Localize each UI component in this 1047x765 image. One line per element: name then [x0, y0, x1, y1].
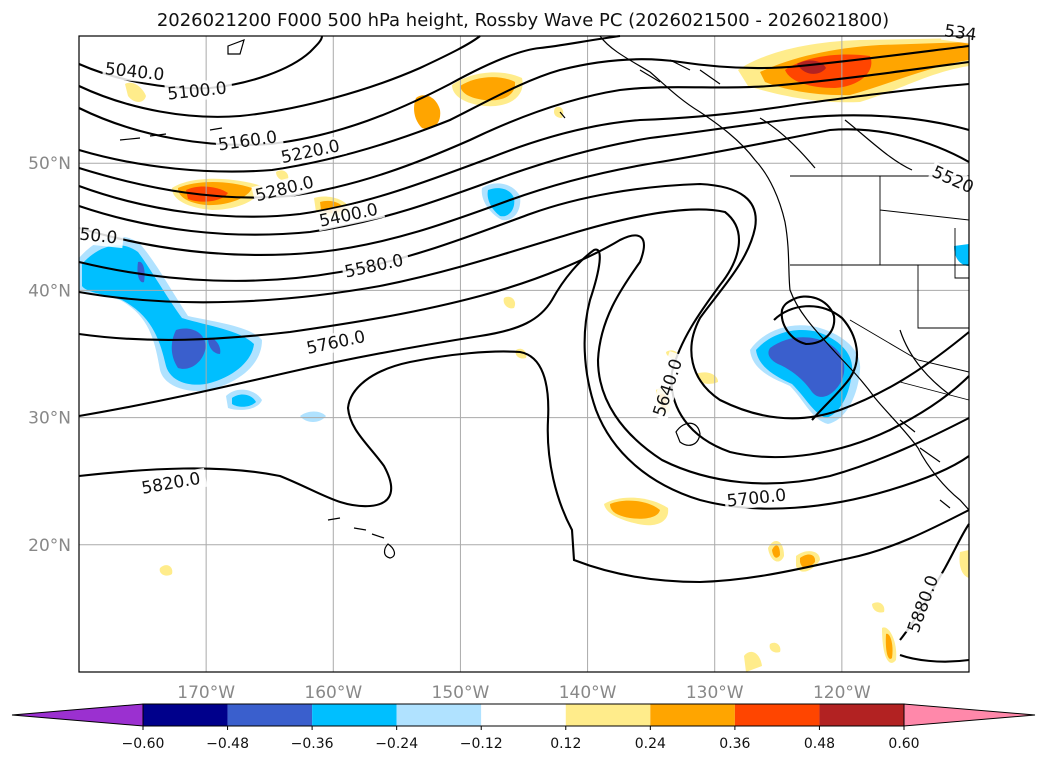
map-frame — [78, 35, 970, 673]
latitude-axis: 20°N 30°N 40°N 50°N — [28, 154, 71, 556]
contour-label-background — [723, 484, 793, 511]
height-contour — [78, 114, 970, 236]
lon-tick-label: 130°W — [686, 683, 744, 703]
colorbar-tick-label: 0.12 — [550, 736, 581, 752]
contour-label-background — [76, 224, 125, 249]
contour-label-background — [302, 325, 373, 359]
height-contour — [78, 35, 324, 90]
lon-tick-label: 160°W — [304, 683, 362, 703]
anomaly-area — [768, 337, 845, 397]
height-contour — [780, 295, 836, 346]
colorbar-tick-label: −0.24 — [375, 736, 418, 752]
anomaly-area — [300, 411, 326, 422]
contour-label-background — [102, 59, 171, 85]
longitude-axis: 170°W 160°W 150°W 140°W 130°W 120°W — [177, 683, 871, 703]
colorbar-segment — [312, 704, 397, 726]
height-contour — [78, 82, 970, 218]
colorbar-segment — [227, 704, 313, 726]
colorbar-frame — [142, 703, 905, 727]
contour-label: 534 — [941, 20, 979, 45]
colorbar-tick-label: 0.60 — [888, 736, 919, 752]
height-contour — [78, 34, 621, 146]
colorbar: −0.60 −0.48 −0.36 −0.24 −0.12 0.12 0.24 0.36 0.4… — [11, 703, 1036, 752]
figure-title: 2026021200 F000 500 hPa height, Rossby W… — [157, 10, 889, 31]
contour-label-background — [251, 171, 322, 206]
colorbar-tick-label: 0.24 — [635, 736, 666, 752]
anomaly-area — [800, 554, 816, 568]
colorbar-segment — [819, 704, 904, 726]
hawaii-islands — [327, 517, 396, 559]
colorbar-tick-label: −0.60 — [122, 736, 165, 752]
anomaly-area — [954, 244, 969, 266]
colorbar-segment — [734, 704, 820, 726]
contour-label-background — [277, 135, 347, 168]
anomaly-area — [137, 261, 145, 283]
anomaly-area — [959, 550, 969, 578]
lon-tick-label: 170°W — [177, 683, 235, 703]
north-america-coastline — [599, 35, 970, 511]
height-contour — [78, 234, 970, 485]
colorbar-tick-label: −0.12 — [460, 736, 503, 752]
anomaly-area — [125, 82, 146, 102]
colorbar-segment — [143, 704, 228, 726]
contour-label-background — [903, 567, 945, 638]
lat-tick-label: 20°N — [28, 536, 71, 556]
island-outline — [675, 422, 701, 446]
colorbar-extension-high — [903, 703, 1036, 727]
height-contour — [899, 654, 970, 663]
anomaly-area — [744, 651, 762, 672]
contour-label-background — [340, 249, 411, 283]
colorbar-segment — [650, 704, 735, 726]
colorbar-tick-label: −0.36 — [291, 736, 334, 752]
height-contour — [773, 305, 858, 421]
height-contour — [78, 35, 481, 118]
anomaly-area — [769, 642, 781, 653]
colorbar-segment — [396, 704, 482, 726]
height-contour — [78, 248, 970, 510]
colorbar-tick-label: 0.48 — [804, 736, 835, 752]
height-contour — [78, 60, 970, 199]
lat-tick-label: 30°N — [28, 409, 71, 429]
height-contour — [78, 44, 970, 173]
height-contour — [78, 350, 970, 584]
anomaly-area — [232, 394, 256, 407]
anomaly-area — [872, 602, 885, 613]
anomaly-area — [414, 95, 441, 130]
anomaly-area — [503, 296, 516, 309]
contour-label-background — [315, 198, 385, 232]
anomaly-area — [553, 106, 564, 118]
colorbar-segment — [481, 704, 566, 726]
anomaly-area — [610, 500, 660, 519]
contour-label-text: 534 — [943, 21, 978, 45]
anomaly-area — [208, 337, 221, 354]
contour-label-text: 50.0 — [78, 225, 118, 249]
contour-label-background — [137, 467, 208, 499]
anomaly-area — [82, 245, 254, 385]
contour-label-background — [648, 351, 688, 421]
contour-label-background — [214, 126, 284, 155]
colorbar-tick-label: −0.48 — [206, 736, 249, 752]
contour-label-background — [927, 161, 978, 198]
colorbar-extension-low — [11, 703, 144, 727]
lat-tick-label: 40°N — [28, 281, 71, 301]
anomaly-area — [885, 633, 893, 659]
height-contour — [78, 128, 970, 257]
height-contour — [78, 182, 970, 420]
contour-label-background — [164, 77, 234, 104]
lon-tick-label: 150°W — [432, 683, 490, 703]
colorbar-segment — [565, 704, 651, 726]
lat-tick-label: 50°N — [28, 154, 71, 174]
anomaly-area — [772, 545, 780, 558]
anomaly-area — [159, 565, 173, 576]
state-borders — [790, 175, 970, 401]
height-contours — [78, 34, 970, 663]
anomaly-area — [276, 170, 289, 181]
lon-tick-label: 140°W — [559, 683, 617, 703]
lon-tick-label: 120°W — [813, 683, 871, 703]
contour-label: 50.0 — [76, 224, 125, 249]
height-contour — [78, 208, 970, 459]
colorbar-tick-label: 0.36 — [719, 736, 750, 752]
